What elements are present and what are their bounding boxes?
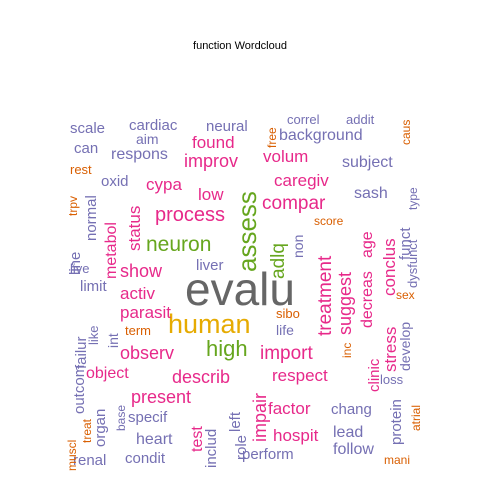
word-test: test [189,426,206,452]
word-dysfunct: dysfunct [405,239,420,288]
word-caregiv: caregiv [274,171,329,190]
word-protein: protein [388,399,405,445]
word-status: status [125,206,144,251]
word-base: base [114,405,128,431]
word-rest: rest [70,162,92,177]
word-activ: activ [120,284,155,303]
word-role: role [233,435,250,460]
word-caus: caus [399,120,413,145]
word-lead: lead [333,424,363,441]
word-specif: specif [128,409,168,426]
word-adlq: adlq [268,243,289,279]
word-clinic: clinic [366,358,383,392]
word-low: low [198,185,224,204]
word-term: term [125,323,151,338]
word-compar: compar [262,193,326,214]
word-funct: funct [397,227,414,260]
word-int: int [105,333,121,348]
word-condit: condit [125,450,166,467]
word-volum: volum [263,147,308,166]
word-free: free [265,127,279,148]
word-factor: factor [268,399,311,418]
word-left: left [227,411,244,432]
word-normal: normal [83,195,100,241]
word-object: object [86,365,129,382]
word-liver: liver [196,257,224,274]
word-treatment: treatment [315,255,336,336]
word-loss: loss [380,372,404,387]
word-metabol: metabol [103,222,120,279]
word-cardiac: cardiac [129,117,178,134]
word-observ: observ [120,343,174,363]
word-can: can [74,140,98,157]
word-aim: aim [136,131,159,147]
word-mani: mani [384,453,410,467]
word-perform: perform [242,446,294,463]
word-includ: includ [203,429,220,468]
word-follow: follow [333,441,374,458]
word-import: import [260,343,314,364]
word-oxid: oxid [101,173,129,190]
word-failur: failur [73,336,90,369]
word-develop: develop [397,322,413,371]
word-life: life [276,322,294,338]
word-outcom: outcom [71,365,88,414]
word-organ: organ [92,409,109,447]
word-live: live [70,261,90,276]
word-scale: scale [70,120,105,137]
word-line: line [67,252,84,275]
word-muscl: muscl [65,440,79,471]
word-show: show [120,261,163,281]
word-cypa: cypa [146,175,182,194]
word-parasit: parasit [120,303,171,322]
word-atrial: atrial [409,405,423,431]
word-sex: sex [396,288,415,302]
word-respect: respect [272,366,328,385]
word-score: score [314,214,344,228]
chart-title: function Wordcloud [193,40,287,52]
word-neural: neural [206,118,248,135]
word-respons: respons [111,146,168,163]
word-process: process [155,204,225,226]
word-sibo: sibo [276,306,300,321]
word-suggest: suggest [335,272,355,335]
word-evalu: evalu [185,263,295,315]
word-correl: correl [287,112,320,127]
word-trpv: trpv [66,196,80,216]
word-present: present [131,387,191,407]
word-limit: limit [80,278,107,295]
word-hospit: hospit [273,426,319,445]
word-neuron: neuron [146,233,211,256]
word-heart: heart [136,431,173,448]
word-subject: subject [342,154,393,171]
word-decreas: decreas [359,271,376,328]
word-like: like [86,325,101,345]
word-chang: chang [331,401,372,418]
word-inc: inc [340,343,354,358]
word-high: high [206,336,248,361]
word-human: human [168,309,251,339]
word-improv: improv [184,151,238,171]
word-found: found [192,133,235,152]
word-assess: assess [232,191,262,272]
word-sash: sash [354,185,388,202]
word-renal: renal [73,452,106,469]
word-age: age [359,231,376,258]
word-addit: addit [346,112,375,127]
word-type: type [406,187,420,210]
word-impair: impair [250,393,270,442]
word-conclus: conclus [380,238,399,296]
word-describ: describ [172,367,230,387]
word-non: non [290,235,306,258]
word-treat: treat [80,418,94,443]
word-stress: stress [381,327,400,372]
word-background: background [279,127,363,144]
